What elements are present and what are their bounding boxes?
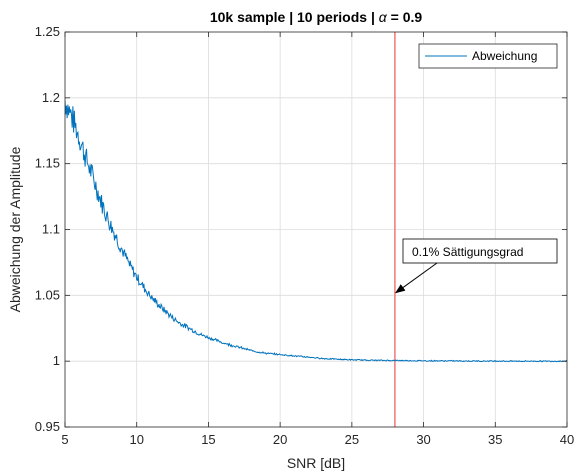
annotation-label: 0.1% Sättigungsgrad bbox=[412, 245, 523, 259]
y-tick-label: 1.25 bbox=[35, 24, 60, 39]
y-tick-label: 0.95 bbox=[35, 419, 60, 434]
chart-title: 10k sample | 10 periods | α = 0.9 bbox=[210, 9, 423, 25]
x-axis-label: SNR [dB] bbox=[287, 455, 345, 471]
annotation-arrow bbox=[395, 262, 438, 294]
x-tick-label: 35 bbox=[488, 432, 502, 447]
x-tick-label: 5 bbox=[61, 432, 68, 447]
y-axis: 0.95 1 1.05 1.1 1.15 1.2 1.25 bbox=[35, 24, 567, 434]
y-tick-label: 1.15 bbox=[35, 156, 60, 171]
y-tick-label: 1.2 bbox=[42, 90, 60, 105]
annotation-box bbox=[402, 238, 558, 264]
legend-label-abweichung: Abweichung bbox=[472, 49, 537, 63]
x-tick-label: 10 bbox=[129, 432, 143, 447]
y-tick-label: 1.1 bbox=[42, 222, 60, 237]
grid bbox=[65, 32, 567, 427]
legend: Abweichung bbox=[418, 43, 558, 69]
y-tick-label: 1.05 bbox=[35, 287, 60, 302]
x-tick-label: 15 bbox=[201, 432, 215, 447]
y-axis-label: Abweichung der Amplitude bbox=[7, 146, 23, 312]
series-line-abweichung bbox=[65, 100, 567, 363]
alpha-symbol: α bbox=[379, 9, 388, 25]
x-tick-label: 30 bbox=[416, 432, 430, 447]
y-tick-label: 1 bbox=[53, 353, 60, 368]
x-tick-label: 25 bbox=[345, 432, 359, 447]
x-tick-label: 40 bbox=[560, 432, 574, 447]
x-tick-label: 20 bbox=[273, 432, 287, 447]
x-axis: 5 10 15 20 25 30 35 40 bbox=[61, 32, 574, 447]
annotation: 0.1% Sättigungsgrad bbox=[395, 238, 558, 294]
